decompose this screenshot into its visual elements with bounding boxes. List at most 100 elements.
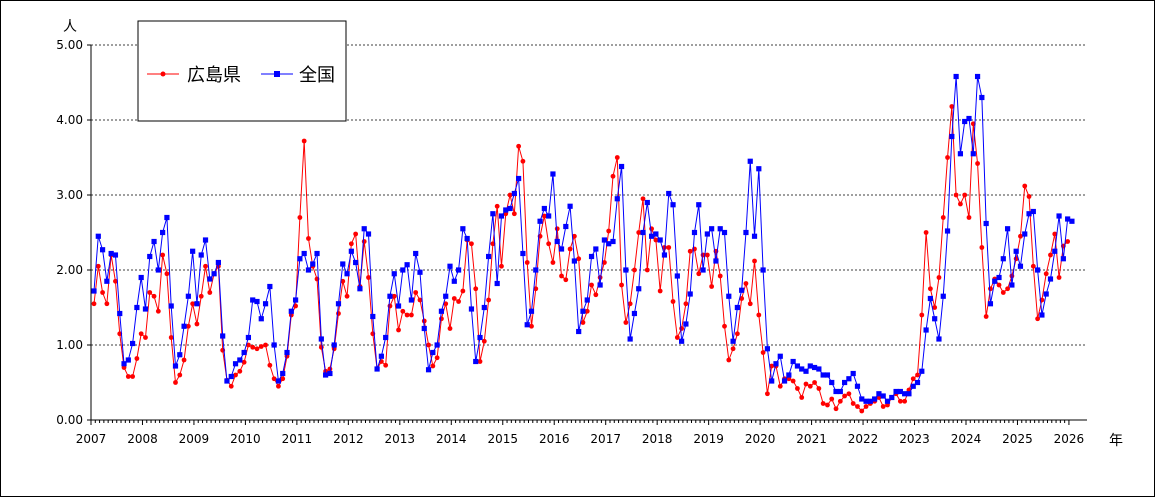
data-point — [958, 201, 963, 207]
data-point — [215, 259, 221, 266]
data-point — [794, 363, 801, 369]
data-point — [425, 367, 432, 373]
data-point — [258, 316, 264, 322]
data-point — [910, 376, 916, 382]
data-point — [884, 398, 891, 404]
data-point — [486, 253, 492, 260]
data-point — [580, 320, 586, 325]
data-point — [340, 278, 346, 284]
data-point — [679, 326, 685, 331]
data-point — [781, 378, 788, 384]
data-point — [721, 229, 728, 236]
data-point — [648, 233, 655, 239]
data-point — [198, 252, 204, 258]
data-point — [434, 342, 440, 348]
data-point — [640, 229, 646, 236]
data-point — [691, 229, 698, 236]
data-point — [190, 301, 196, 307]
data-point — [696, 271, 702, 277]
data-point — [104, 301, 110, 307]
data-point — [383, 362, 389, 368]
data-point — [640, 196, 646, 202]
data-point — [1005, 286, 1010, 292]
data-point — [811, 364, 818, 371]
data-point — [593, 292, 599, 298]
data-point — [434, 355, 440, 361]
data-point — [365, 231, 372, 237]
legend-marker-hiroshima — [160, 71, 166, 77]
data-point — [975, 161, 980, 166]
data-point — [859, 396, 865, 402]
x-tick-label: 2012 — [333, 432, 364, 446]
data-point — [803, 381, 809, 387]
data-point — [533, 286, 539, 292]
data-point — [893, 388, 899, 395]
data-point — [177, 372, 183, 378]
data-point — [756, 312, 762, 318]
data-point — [623, 320, 629, 325]
data-point — [704, 252, 710, 258]
data-point — [897, 388, 903, 395]
axis-ticks: 0.00 1.00 2.00 3.00 4.00 5.00 2007 2008 2009 2010… — [56, 38, 1084, 446]
y-tick-label: 4.00 — [56, 113, 83, 127]
data-point — [486, 297, 492, 303]
data-point — [614, 155, 620, 160]
data-point — [263, 342, 268, 348]
data-point — [777, 383, 783, 389]
x-tick-label: 2010 — [230, 432, 261, 446]
data-point — [250, 344, 256, 350]
data-point — [327, 370, 333, 377]
data-point — [966, 115, 972, 122]
data-point — [473, 358, 479, 365]
data-point — [1047, 276, 1054, 282]
data-point — [130, 374, 136, 379]
data-point — [897, 398, 903, 404]
data-point — [558, 246, 565, 252]
data-point — [203, 263, 208, 269]
data-point — [709, 284, 715, 289]
data-point — [246, 342, 251, 348]
data-point — [696, 202, 702, 208]
data-point — [1000, 290, 1006, 295]
data-point — [348, 241, 354, 247]
data-point — [228, 373, 234, 380]
data-point — [391, 271, 397, 277]
data-point — [387, 293, 393, 299]
data-point — [134, 356, 140, 361]
data-point — [173, 380, 178, 385]
data-point — [95, 233, 101, 239]
data-point — [1022, 231, 1028, 237]
data-point — [790, 358, 796, 365]
data-point — [378, 353, 384, 359]
data-point — [164, 214, 170, 221]
data-point — [670, 202, 676, 208]
data-point — [554, 226, 560, 232]
data-point — [769, 378, 775, 384]
data-point — [185, 323, 191, 329]
data-point — [546, 213, 552, 219]
data-point — [872, 396, 878, 402]
data-point — [439, 316, 444, 322]
data-point — [923, 230, 929, 235]
data-point — [160, 229, 166, 236]
data-point — [507, 205, 513, 212]
data-point — [576, 328, 582, 335]
data-point — [846, 391, 852, 397]
data-point — [580, 308, 586, 314]
data-point — [666, 190, 672, 197]
data-point — [160, 252, 166, 258]
data-point — [498, 213, 505, 219]
data-point — [837, 388, 843, 395]
x-tick-label: 2024 — [951, 432, 982, 446]
data-point — [241, 349, 247, 356]
data-point — [340, 261, 346, 267]
data-point — [1065, 216, 1071, 222]
data-point — [408, 297, 414, 303]
data-point — [211, 271, 217, 277]
data-point — [636, 230, 642, 235]
data-point — [275, 378, 282, 384]
data-point — [271, 376, 277, 382]
data-point — [944, 228, 951, 234]
data-point — [104, 278, 110, 284]
data-point — [717, 226, 723, 232]
